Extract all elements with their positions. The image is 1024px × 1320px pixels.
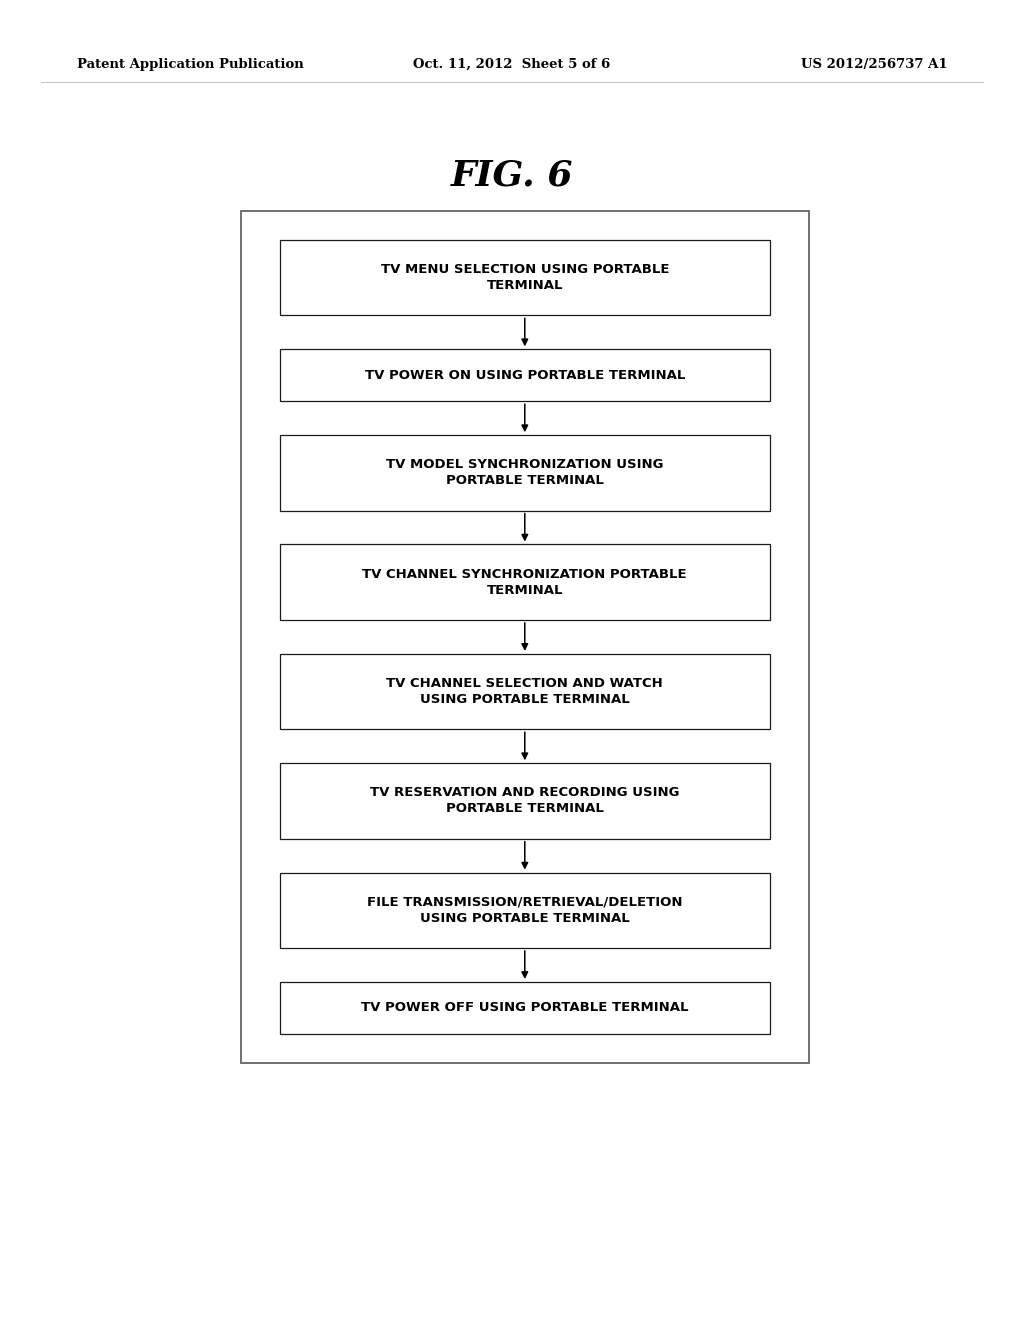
Bar (280, 350, 770, 401)
Text: FILE TRANSMISSION/RETRIEVAL/DELETION
USING PORTABLE TERMINAL: FILE TRANSMISSION/RETRIEVAL/DELETION USI… (367, 896, 683, 925)
Text: TV CHANNEL SYNCHRONIZATION PORTABLE
TERMINAL: TV CHANNEL SYNCHRONIZATION PORTABLE TERM… (362, 568, 687, 597)
Bar (280, 763, 770, 838)
Bar (280, 544, 770, 620)
Bar (280, 436, 770, 511)
Text: TV POWER ON USING PORTABLE TERMINAL: TV POWER ON USING PORTABLE TERMINAL (365, 368, 685, 381)
Bar (280, 982, 770, 1034)
Bar (280, 653, 770, 730)
Bar (280, 240, 770, 315)
Text: Oct. 11, 2012  Sheet 5 of 6: Oct. 11, 2012 Sheet 5 of 6 (414, 58, 610, 71)
Text: TV RESERVATION AND RECORDING USING
PORTABLE TERMINAL: TV RESERVATION AND RECORDING USING PORTA… (370, 787, 680, 816)
Bar (241, 211, 809, 1063)
Text: TV MENU SELECTION USING PORTABLE
TERMINAL: TV MENU SELECTION USING PORTABLE TERMINA… (381, 263, 669, 292)
Text: TV POWER OFF USING PORTABLE TERMINAL: TV POWER OFF USING PORTABLE TERMINAL (361, 1002, 688, 1015)
Text: Patent Application Publication: Patent Application Publication (77, 58, 303, 71)
Bar (280, 873, 770, 948)
Text: FIG. 6: FIG. 6 (451, 158, 573, 193)
Text: TV MODEL SYNCHRONIZATION USING
PORTABLE TERMINAL: TV MODEL SYNCHRONIZATION USING PORTABLE … (386, 458, 664, 487)
Text: TV CHANNEL SELECTION AND WATCH
USING PORTABLE TERMINAL: TV CHANNEL SELECTION AND WATCH USING POR… (386, 677, 664, 706)
Text: US 2012/256737 A1: US 2012/256737 A1 (801, 58, 947, 71)
